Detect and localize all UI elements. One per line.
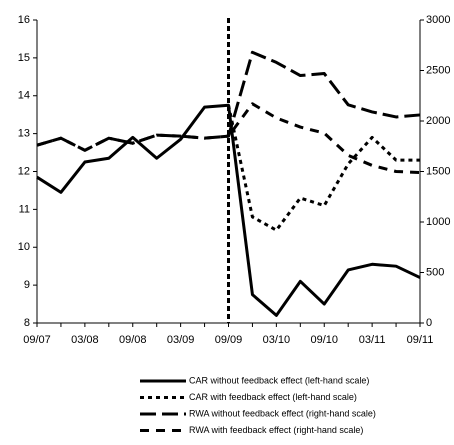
y2-tick-label: 1000 xyxy=(426,216,450,228)
x-tick-label: 03/09 xyxy=(167,334,195,346)
y2-tick-label: 2000 xyxy=(426,115,450,127)
x-tick-label: 09/09 xyxy=(215,334,243,346)
y2-tick-label: 1500 xyxy=(426,165,450,177)
legend-label: CAR with feedback effect (left-hand scal… xyxy=(189,392,357,402)
y-tick-label: 11 xyxy=(19,203,30,215)
y-tick-label: 13 xyxy=(18,128,30,140)
legend-label: CAR without feedback effect (left-hand s… xyxy=(189,375,369,385)
y2-tick-label: 500 xyxy=(426,266,444,278)
y-tick-label: 9 xyxy=(24,279,30,291)
y-tick-label: 16 xyxy=(18,14,30,26)
y2-tick-label: 0 xyxy=(426,317,432,329)
y2-tick-label: 3000 xyxy=(426,14,450,26)
series-line xyxy=(36,102,421,175)
x-tick-label: 03/08 xyxy=(71,334,99,346)
x-tick-label: 09/08 xyxy=(119,334,147,346)
y2-tick-label: 2500 xyxy=(426,64,450,76)
y-tick-label: 10 xyxy=(18,241,30,253)
x-tick-label: 03/10 xyxy=(263,334,291,346)
legend-label: RWA with feedback effect (right-hand sca… xyxy=(189,425,363,435)
series-line xyxy=(227,104,420,232)
x-tick-label: 09/11 xyxy=(407,334,434,346)
y-tick-label: 15 xyxy=(18,52,30,64)
x-tick-label: 09/07 xyxy=(23,334,51,346)
y-tick-label: 8 xyxy=(24,317,30,329)
y-tick-label: 14 xyxy=(18,90,30,102)
x-tick-label: 09/10 xyxy=(310,334,338,346)
y-tick-label: 12 xyxy=(18,165,30,177)
x-tick-label: 03/11 xyxy=(359,334,386,346)
legend-label: RWA without feedback effect (right-hand … xyxy=(189,408,376,418)
